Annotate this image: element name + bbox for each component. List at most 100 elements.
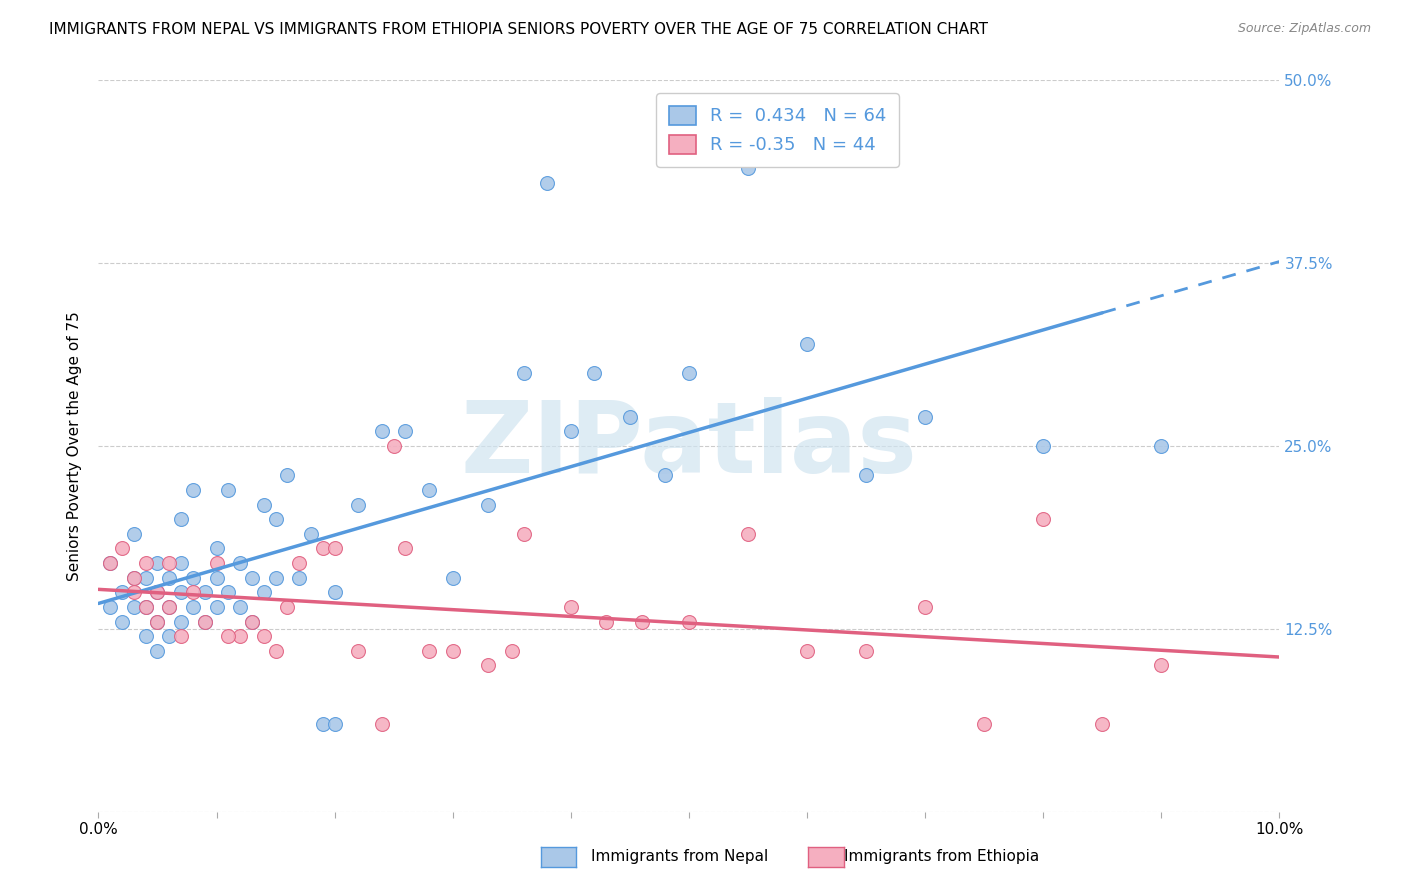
Text: IMMIGRANTS FROM NEPAL VS IMMIGRANTS FROM ETHIOPIA SENIORS POVERTY OVER THE AGE O: IMMIGRANTS FROM NEPAL VS IMMIGRANTS FROM… bbox=[49, 22, 988, 37]
Point bbox=[217, 585, 239, 599]
Point bbox=[288, 556, 311, 570]
Point bbox=[157, 599, 180, 614]
Point bbox=[737, 161, 759, 175]
Point bbox=[122, 526, 145, 541]
Point bbox=[630, 615, 652, 629]
Point bbox=[371, 425, 394, 439]
Point bbox=[205, 571, 228, 585]
Point bbox=[1032, 439, 1054, 453]
Point bbox=[394, 541, 416, 556]
Point bbox=[135, 556, 157, 570]
Point bbox=[264, 644, 287, 658]
Legend: R =  0.434   N = 64, R = -0.35   N = 44: R = 0.434 N = 64, R = -0.35 N = 44 bbox=[657, 93, 898, 167]
Point bbox=[536, 176, 558, 190]
Point bbox=[111, 585, 134, 599]
Point bbox=[914, 409, 936, 424]
Point bbox=[323, 717, 346, 731]
Point bbox=[323, 585, 346, 599]
Point bbox=[855, 644, 877, 658]
Point bbox=[122, 571, 145, 585]
Point bbox=[146, 644, 169, 658]
Point bbox=[146, 585, 169, 599]
Point bbox=[146, 615, 169, 629]
Text: Source: ZipAtlas.com: Source: ZipAtlas.com bbox=[1237, 22, 1371, 36]
Point bbox=[678, 615, 700, 629]
Point bbox=[157, 571, 180, 585]
Point bbox=[264, 512, 287, 526]
Point bbox=[181, 483, 204, 497]
Point bbox=[181, 571, 204, 585]
Point bbox=[98, 556, 121, 570]
Point bbox=[276, 468, 298, 483]
Point bbox=[194, 615, 217, 629]
Point bbox=[122, 571, 145, 585]
Point bbox=[1150, 439, 1173, 453]
Text: Immigrants from Nepal: Immigrants from Nepal bbox=[591, 849, 768, 863]
Point bbox=[512, 526, 534, 541]
Point bbox=[418, 483, 440, 497]
Point bbox=[111, 615, 134, 629]
Point bbox=[1032, 512, 1054, 526]
Text: Immigrants from Ethiopia: Immigrants from Ethiopia bbox=[844, 849, 1039, 863]
Point bbox=[796, 336, 818, 351]
Point bbox=[157, 599, 180, 614]
Point bbox=[205, 556, 228, 570]
Point bbox=[288, 571, 311, 585]
Point bbox=[240, 615, 263, 629]
Point bbox=[146, 615, 169, 629]
Point bbox=[347, 644, 370, 658]
Point bbox=[229, 599, 252, 614]
Point bbox=[135, 629, 157, 643]
Point bbox=[135, 599, 157, 614]
Point bbox=[253, 629, 276, 643]
Point bbox=[205, 599, 228, 614]
Point bbox=[253, 498, 276, 512]
Point bbox=[323, 541, 346, 556]
Point bbox=[512, 366, 534, 380]
Point bbox=[1091, 717, 1114, 731]
Point bbox=[157, 556, 180, 570]
Point bbox=[170, 585, 193, 599]
Point bbox=[229, 629, 252, 643]
Point bbox=[146, 556, 169, 570]
Point bbox=[264, 571, 287, 585]
Point bbox=[371, 717, 394, 731]
Point bbox=[146, 585, 169, 599]
Point bbox=[1150, 658, 1173, 673]
Point bbox=[796, 644, 818, 658]
Point bbox=[181, 585, 204, 599]
Point bbox=[477, 658, 499, 673]
Point bbox=[98, 599, 121, 614]
Point bbox=[312, 541, 335, 556]
Point bbox=[418, 644, 440, 658]
Point bbox=[501, 644, 523, 658]
Point bbox=[560, 425, 582, 439]
Point bbox=[619, 409, 641, 424]
Point bbox=[583, 366, 606, 380]
Point bbox=[560, 599, 582, 614]
Point bbox=[229, 556, 252, 570]
Point bbox=[441, 644, 464, 658]
Point bbox=[253, 585, 276, 599]
Point bbox=[914, 599, 936, 614]
Point bbox=[170, 556, 193, 570]
Point bbox=[678, 366, 700, 380]
Point bbox=[217, 629, 239, 643]
Point bbox=[111, 541, 134, 556]
Point bbox=[347, 498, 370, 512]
Point bbox=[973, 717, 995, 731]
Point bbox=[382, 439, 405, 453]
Point bbox=[441, 571, 464, 585]
Y-axis label: Seniors Poverty Over the Age of 75: Seniors Poverty Over the Age of 75 bbox=[67, 311, 83, 581]
Point bbox=[170, 512, 193, 526]
Point bbox=[122, 599, 145, 614]
Point bbox=[217, 483, 239, 497]
Point bbox=[276, 599, 298, 614]
Point bbox=[135, 571, 157, 585]
Point bbox=[855, 468, 877, 483]
Text: ZIPatlas: ZIPatlas bbox=[461, 398, 917, 494]
Point bbox=[205, 541, 228, 556]
Point bbox=[737, 526, 759, 541]
Point bbox=[194, 585, 217, 599]
Point bbox=[477, 498, 499, 512]
